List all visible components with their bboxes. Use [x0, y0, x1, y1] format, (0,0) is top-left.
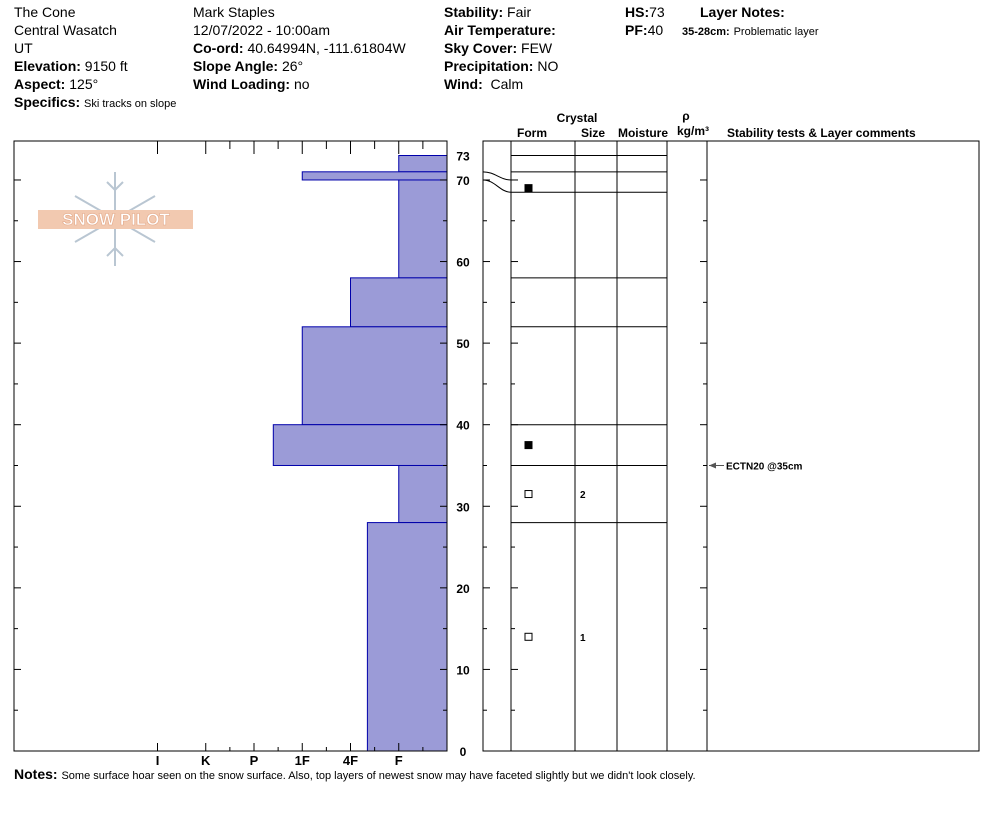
hs-field: HS:73: [625, 3, 665, 21]
specifics-value: Ski tracks on slope: [84, 98, 177, 110]
grain-form-filled-square: [524, 441, 533, 450]
height-tick-label: 30: [456, 500, 470, 514]
height-tick-label: 10: [456, 663, 470, 677]
sky-cover-field: Sky Cover: FEW: [444, 39, 552, 57]
coord-label: Co-ord:: [193, 40, 244, 56]
hardness-frame: [13, 140, 448, 752]
aspect-field: Aspect: 125°: [14, 75, 98, 93]
height-tick-label: 50: [456, 337, 470, 351]
layer-connector: [482, 171, 512, 181]
density-unit-header: kg/m³: [677, 124, 709, 138]
form-header: Form: [517, 126, 547, 140]
hardness-tick-label: 4F: [343, 753, 358, 768]
elevation-label: Elevation:: [14, 58, 81, 74]
wind-value: Calm: [490, 76, 524, 92]
air-temp-field: Air Temperature:: [444, 21, 556, 39]
precip-label: Precipitation:: [444, 58, 534, 74]
wind-loading-value: no: [293, 76, 310, 92]
air-temp-label: Air Temperature:: [444, 22, 556, 38]
specifics-field: Specifics: Ski tracks on slope: [14, 93, 176, 113]
hardness-tick-label: I: [156, 753, 160, 768]
stability-test-arrowhead: [709, 462, 716, 469]
hs-label: HS:: [625, 4, 650, 20]
layer-connector: [482, 179, 512, 193]
pf-value: 40: [647, 22, 664, 38]
hardness-bar: [398, 179, 448, 279]
sky-cover-value: FEW: [521, 40, 553, 56]
stability-label: Stability:: [444, 4, 504, 20]
height-tick-label: 73: [456, 150, 470, 164]
pf-label: PF:: [625, 22, 648, 38]
state: UT: [14, 40, 33, 56]
slope-label: Slope Angle:: [193, 58, 279, 74]
grain-size-label: 1: [580, 633, 586, 644]
height-tick-label: 0: [460, 745, 467, 759]
logo-band: [38, 210, 193, 229]
hardness-tick-label: F: [395, 753, 403, 768]
precip-value: NO: [537, 58, 559, 74]
height-tick-label: 20: [456, 582, 470, 596]
observer-name: Mark Staples: [193, 4, 275, 20]
hardness-bar: [350, 277, 448, 328]
hardness-bar: [301, 326, 448, 426]
comments-header: Stability tests & Layer comments: [727, 126, 916, 140]
layer-notes-label: Layer Notes:: [700, 4, 785, 20]
wind-loading-label: Wind Loading:: [193, 76, 291, 92]
grain-size-label: 2: [580, 490, 586, 501]
hardness-bar: [272, 424, 448, 466]
layer-note-range: 35-28cm:: [682, 26, 730, 38]
mountain-range: Central Wasatch: [14, 22, 117, 38]
coord-value: 40.64994N, -111.61804W: [247, 40, 406, 56]
rho-header: ρ: [682, 109, 689, 123]
hardness-bar: [398, 464, 448, 524]
observation-datetime: 12/07/2022 - 10:00am: [193, 22, 330, 38]
layer-note: 35-28cm: Problematic layer: [682, 21, 819, 41]
height-tick-label: 60: [456, 256, 470, 270]
specifics-label: Specifics:: [14, 94, 81, 110]
aspect-label: Aspect:: [14, 76, 66, 92]
grain-form-open-square: [524, 632, 533, 641]
hardness-bar: [398, 155, 448, 173]
pf-field: PF:40: [625, 21, 663, 39]
hs-value: 73: [649, 4, 665, 20]
stability-test-label: ECTN20 @35cm: [726, 461, 803, 472]
grain-form-filled-square: [524, 184, 533, 193]
grain-form-open-square: [524, 490, 533, 499]
layer-note-text: Problematic layer: [733, 26, 819, 38]
stability-value: Fair: [507, 4, 532, 20]
location-name: The Cone: [14, 4, 76, 20]
size-header: Size: [581, 126, 605, 140]
coord-field: Co-ord: 40.64994N, -111.61804W: [193, 39, 406, 57]
height-tick-label: 40: [456, 419, 470, 433]
aspect-value: 125°: [69, 76, 99, 92]
elevation-field: Elevation: 9150 ft: [14, 57, 128, 75]
hardness-tick-label: K: [201, 753, 211, 768]
notes-text: Some surface hoar seen on the snow surfa…: [61, 770, 696, 782]
hardness-tick-label: 1F: [295, 753, 310, 768]
wind-loading-field: Wind Loading: no: [193, 75, 310, 93]
hardness-bar: [301, 171, 448, 181]
hardness-tick-label: P: [250, 753, 259, 768]
wind-field: Wind: Calm: [444, 75, 523, 93]
sky-cover-label: Sky Cover:: [444, 40, 518, 56]
stability-field: Stability: Fair: [444, 3, 531, 21]
slope-field: Slope Angle: 26°: [193, 57, 303, 75]
moisture-header: Moisture: [618, 126, 668, 140]
precip-field: Precipitation: NO: [444, 57, 558, 75]
crystal-header: Crystal: [557, 111, 598, 125]
layer-table-frame: [482, 140, 980, 752]
wind-label: Wind:: [444, 76, 483, 92]
slope-value: 26°: [281, 58, 304, 74]
hardness-bar: [366, 522, 448, 752]
snowpilot-logo: SNOW PILOT: [38, 172, 193, 266]
notes-label: Notes:: [14, 766, 58, 782]
elevation-value: 9150 ft: [84, 58, 128, 74]
height-tick-label: 70: [456, 174, 470, 188]
logo-text: SNOW PILOT: [62, 210, 170, 229]
notes: Notes: Some surface hoar seen on the sno…: [14, 766, 696, 782]
